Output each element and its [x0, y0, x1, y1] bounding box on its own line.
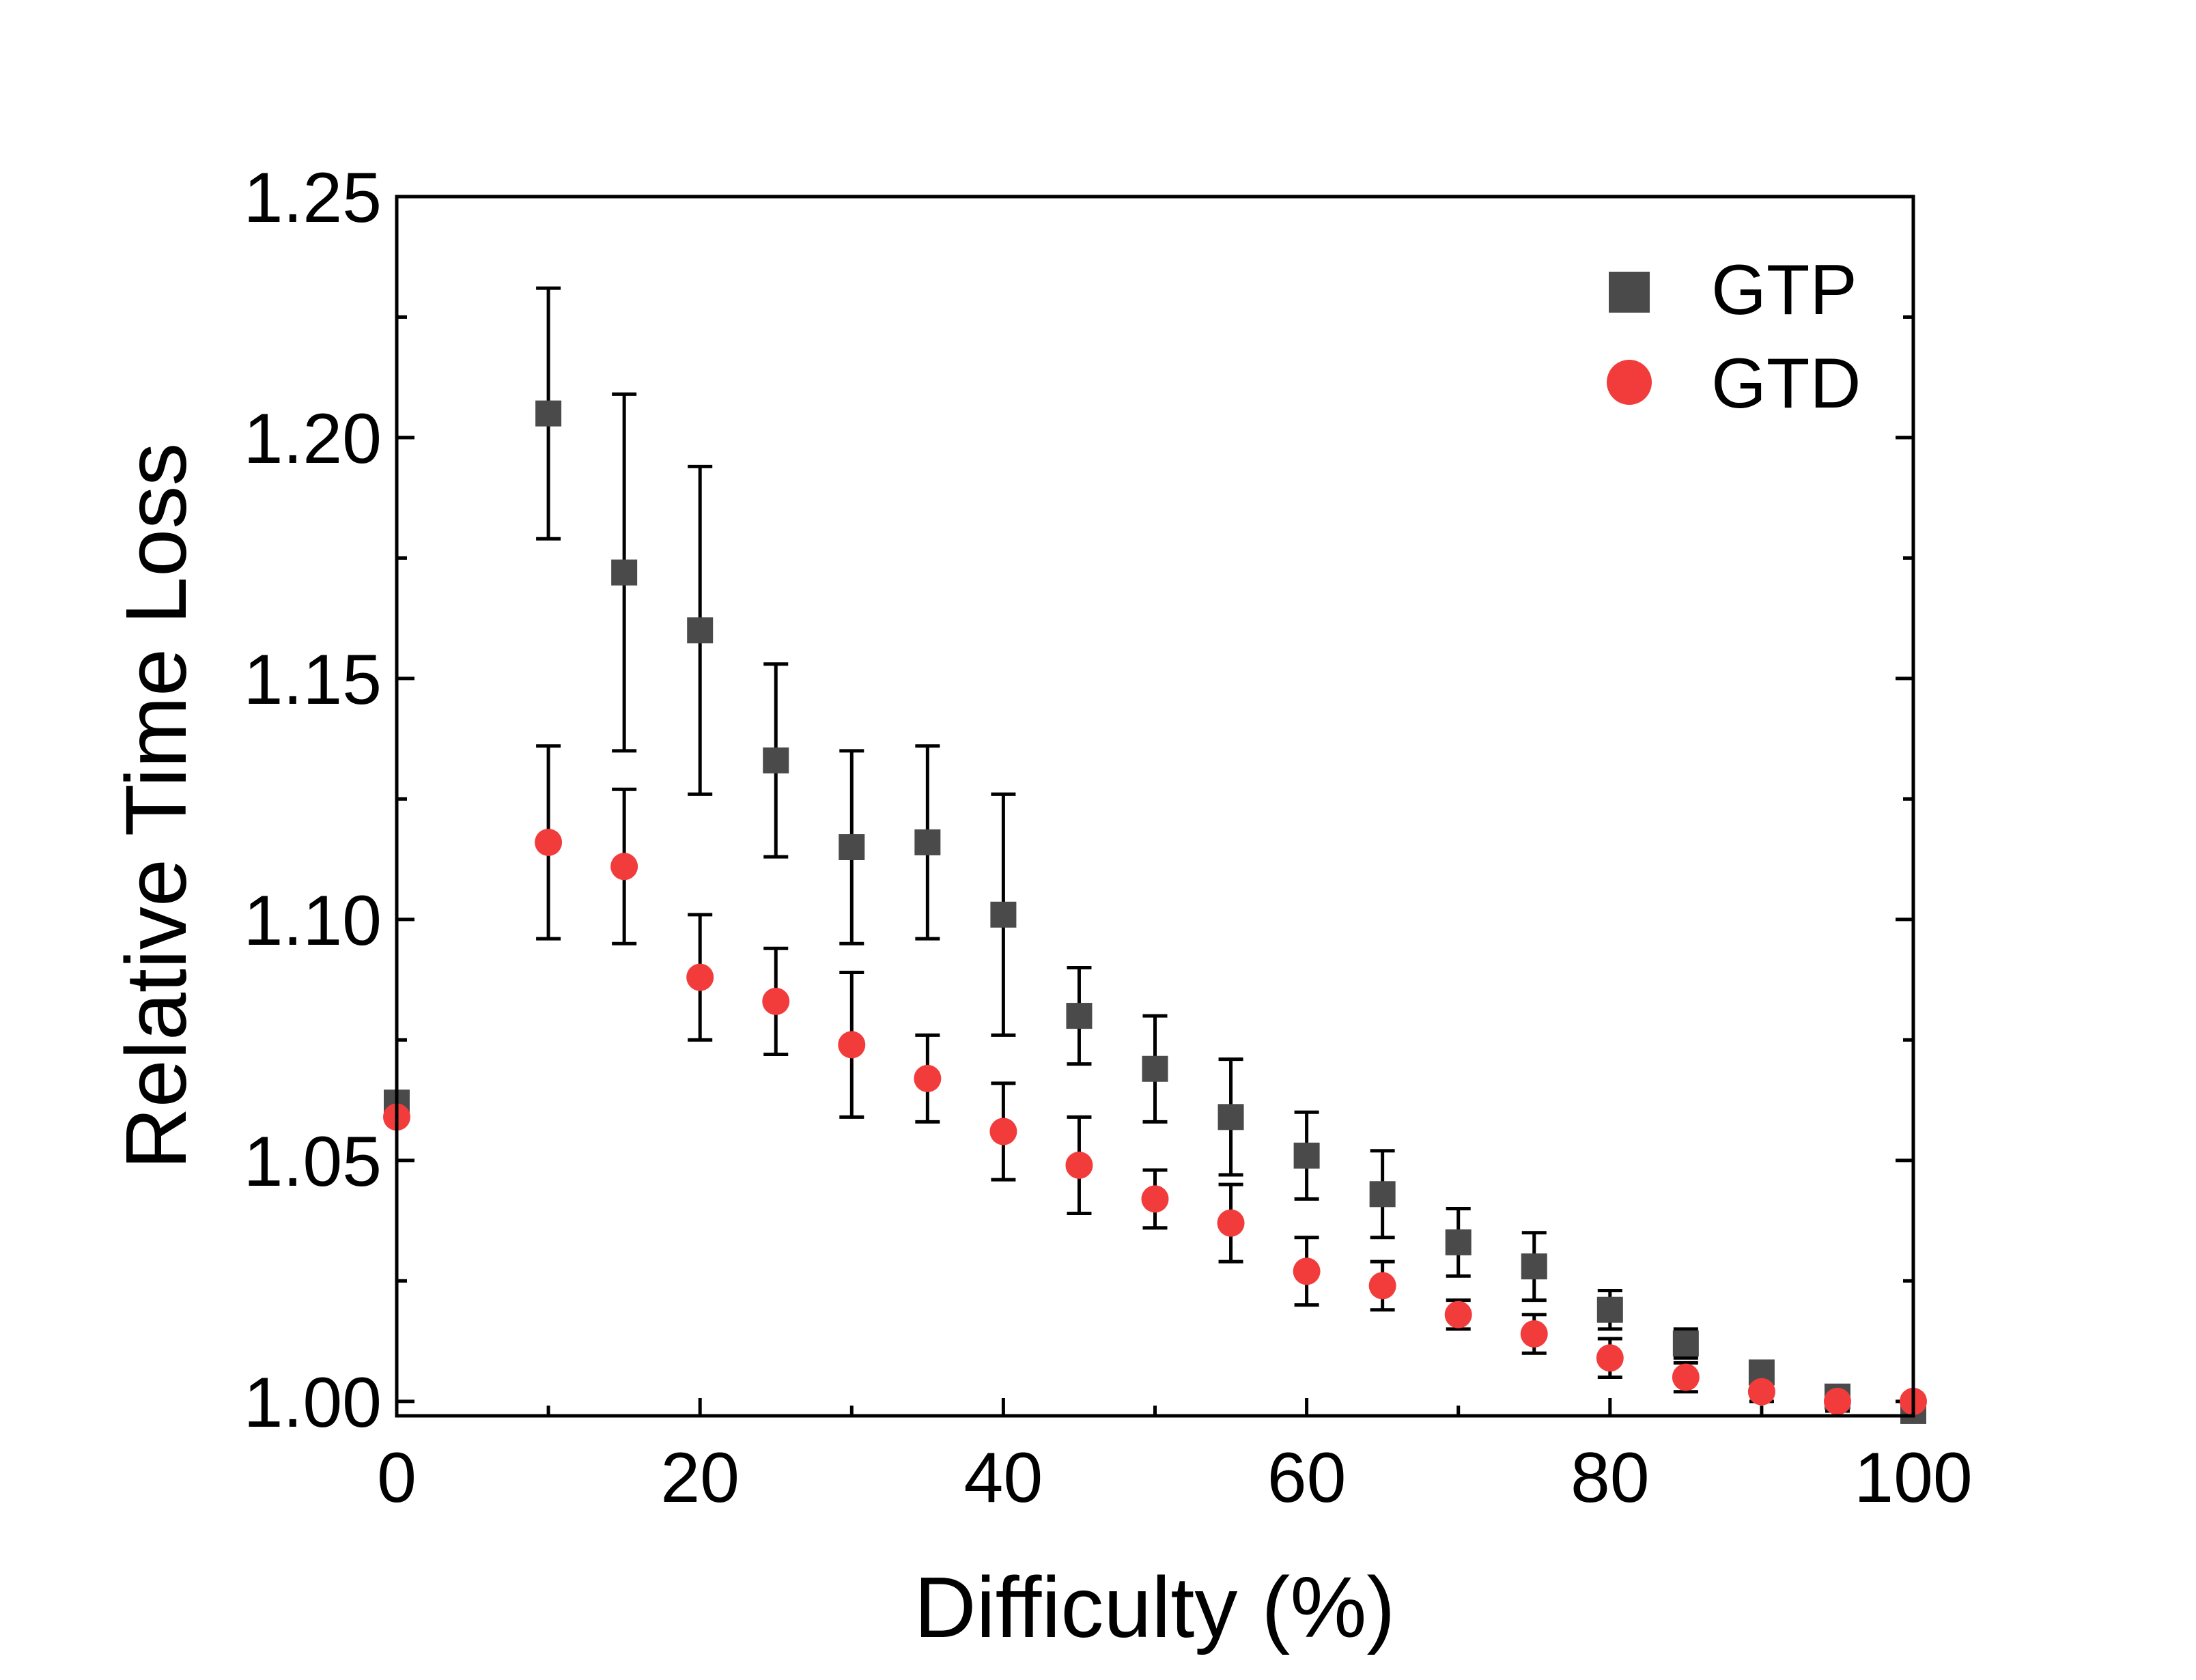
error-bars [536, 286, 1926, 1418]
gtd-point [838, 1031, 866, 1059]
gtd-point [762, 987, 790, 1015]
gtd-point [1293, 1257, 1321, 1285]
y-tick-labels: 1.00 1.05 1.10 1.15 1.20 1.25 [244, 158, 382, 1442]
major-ticks [395, 195, 1915, 1416]
gtp-point [1142, 1055, 1168, 1082]
y-tick-label: 1.10 [244, 881, 382, 960]
gtd-point [535, 828, 563, 856]
gtp-point [839, 834, 865, 861]
legend: GTP GTD [1607, 251, 1861, 423]
gtd-point [914, 1064, 942, 1092]
gtd-point [1368, 1272, 1396, 1300]
x-tick-label: 20 [660, 1438, 740, 1518]
y-tick-label: 1.00 [244, 1363, 382, 1442]
gtd-point [1823, 1387, 1851, 1415]
gtp-point [1293, 1142, 1320, 1169]
gtd-point [686, 963, 714, 991]
gtp-point [914, 829, 941, 855]
gtp-point [763, 747, 789, 773]
x-tick-label: 0 [377, 1438, 417, 1518]
gtp-point [535, 400, 562, 427]
legend-marker-gtd [1607, 360, 1652, 405]
gtd-point [1141, 1185, 1169, 1213]
x-tick-label: 40 [964, 1438, 1043, 1518]
y-tick-label: 1.20 [244, 399, 382, 479]
gtd-point [1065, 1151, 1093, 1179]
data-markers [383, 400, 1927, 1424]
gtp-point [1445, 1229, 1472, 1255]
gtp-point [1217, 1104, 1244, 1130]
gtp-point [687, 617, 714, 644]
y-axis-label: Relative Time Loss [108, 443, 204, 1169]
gtd-point [1672, 1363, 1700, 1391]
gtp-point [1066, 1003, 1093, 1029]
x-axis-label: Difficulty (%) [914, 1559, 1396, 1655]
y-tick-label: 1.15 [244, 640, 382, 720]
legend-label-gtp: GTP [1711, 251, 1857, 330]
y-tick-label: 1.05 [244, 1122, 382, 1201]
gtp-point [1521, 1253, 1547, 1280]
gtd-point [610, 853, 638, 881]
gtp-point [611, 559, 638, 586]
gtp-point [1369, 1181, 1396, 1208]
gtd-point [1747, 1378, 1775, 1406]
gtp-point [1596, 1296, 1623, 1323]
gtp-point [990, 901, 1017, 928]
plot-frame [395, 195, 1915, 1418]
gtd-point [1520, 1320, 1548, 1348]
legend-label-gtd: GTD [1711, 344, 1861, 423]
gtd-point [1596, 1344, 1624, 1372]
x-tick-label: 100 [1854, 1438, 1973, 1518]
gtp-point [1672, 1330, 1699, 1357]
gtd-point [989, 1117, 1017, 1145]
x-tick-label: 80 [1571, 1438, 1650, 1518]
x-tick-labels: 0 20 40 60 80 100 [377, 1438, 1973, 1518]
gtd-point [1444, 1300, 1472, 1328]
legend-marker-gtp [1609, 272, 1650, 313]
x-tick-label: 60 [1267, 1438, 1347, 1518]
gtd-point [1217, 1209, 1245, 1237]
y-tick-label: 1.25 [244, 158, 382, 238]
